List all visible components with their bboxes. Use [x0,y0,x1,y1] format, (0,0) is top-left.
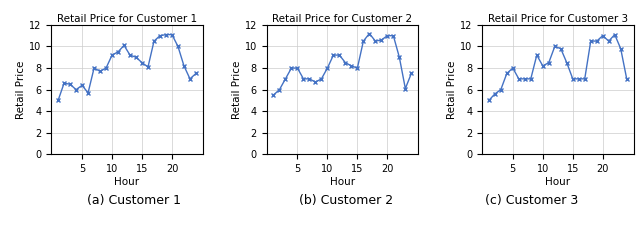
Y-axis label: Retail Price: Retail Price [232,61,242,119]
X-axis label: Hour: Hour [115,177,140,187]
Y-axis label: Retail Price: Retail Price [447,61,457,119]
Title: Retail Price for Customer 1: Retail Price for Customer 1 [57,14,197,24]
Y-axis label: Retail Price: Retail Price [17,61,26,119]
X-axis label: Hour: Hour [330,177,355,187]
Text: (a) Customer 1: (a) Customer 1 [88,194,181,207]
Title: Retail Price for Customer 2: Retail Price for Customer 2 [273,14,412,24]
Title: Retail Price for Customer 3: Retail Price for Customer 3 [488,14,628,24]
X-axis label: Hour: Hour [545,177,570,187]
Text: (c) Customer 3: (c) Customer 3 [484,194,578,207]
Text: (b) Customer 2: (b) Customer 2 [298,194,393,207]
